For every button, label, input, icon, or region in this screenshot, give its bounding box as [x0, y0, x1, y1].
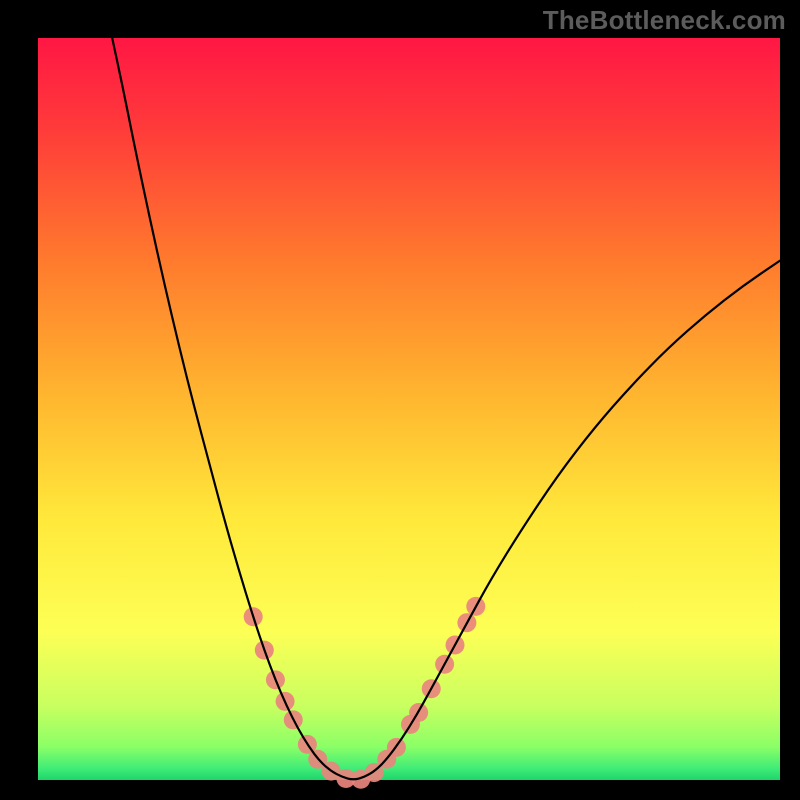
chart-frame: TheBottleneck.com — [0, 0, 800, 800]
watermark-text: TheBottleneck.com — [543, 5, 786, 36]
bottleneck-chart — [0, 0, 800, 800]
plot-background — [38, 38, 780, 780]
